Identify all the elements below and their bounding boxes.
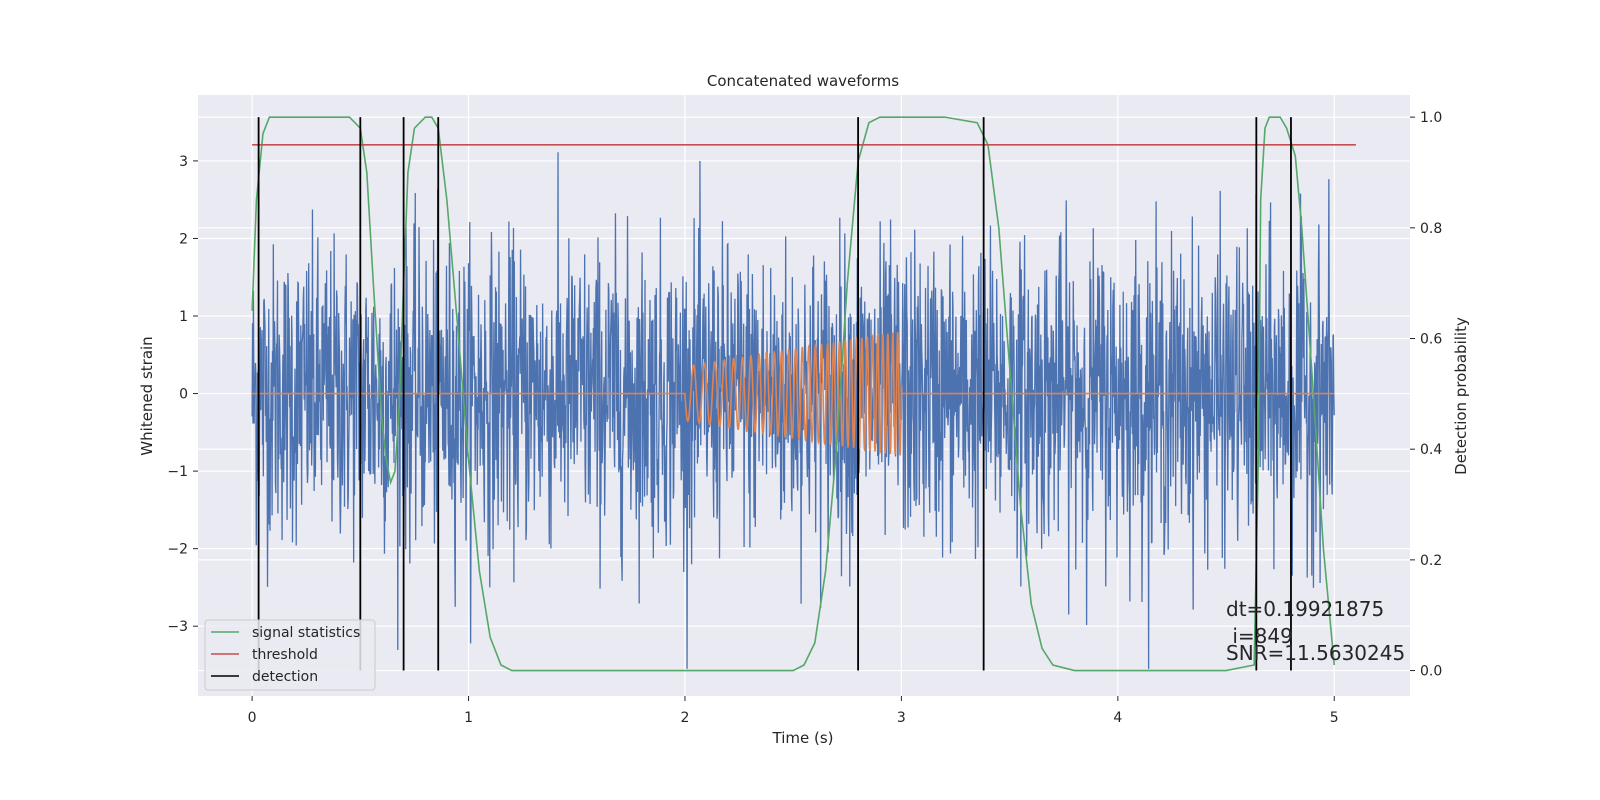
y2-tick-label: 0.0 — [1420, 664, 1442, 680]
y-axis-title: Whitened strain — [138, 336, 156, 455]
y2-axis-title: Detection probability — [1452, 317, 1470, 475]
y-tick-label: 0 — [179, 387, 188, 403]
x-tick-label: 3 — [897, 710, 906, 726]
annotation-i: i=849 — [1226, 624, 1293, 648]
x-tick-label: 2 — [681, 710, 690, 726]
annotations: dt=0.19921875 i=849 SNR=11.5630245 — [1226, 597, 1405, 665]
y2-ticks: 0.0 0.2 0.4 0.6 0.8 1.0 — [1410, 110, 1442, 680]
y-tick-label: 2 — [179, 231, 188, 247]
x-tick-label: 4 — [1113, 710, 1122, 726]
y-tick-label: −1 — [167, 464, 188, 480]
y-tick-label: −3 — [167, 619, 188, 635]
legend-box — [204, 619, 376, 691]
y2-tick-label: 0.8 — [1420, 221, 1442, 237]
y2-tick-label: 1.0 — [1420, 110, 1442, 126]
y2-tick-label: 0.6 — [1420, 331, 1442, 347]
y2-tick-label: 0.4 — [1420, 442, 1442, 458]
injection-line — [252, 331, 1335, 456]
y-tick-label: 1 — [179, 309, 188, 325]
x-tick-label: 1 — [464, 710, 473, 726]
x-ticks: 0 1 2 3 4 5 — [248, 696, 1339, 726]
x-tick-label: 0 — [248, 710, 257, 726]
legend-label-threshold: threshold — [252, 647, 318, 663]
y2-tick-label: 0.2 — [1420, 553, 1442, 569]
y-tick-label: 3 — [179, 154, 188, 170]
legend: signal statistics threshold detection — [204, 619, 376, 691]
annotation-dt: dt=0.19921875 — [1226, 597, 1384, 621]
legend-label-detection: detection — [252, 669, 318, 685]
x-axis-title: Time (s) — [772, 729, 834, 747]
y-ticks: −3 −2 −1 0 1 2 3 — [167, 154, 198, 635]
chart-title: Concatenated waveforms — [707, 72, 899, 90]
x-tick-label: 5 — [1330, 710, 1339, 726]
legend-label-signal: signal statistics — [252, 625, 360, 641]
injection-series — [252, 331, 1335, 456]
detection-series — [257, 117, 1292, 671]
y-tick-label: −2 — [167, 542, 188, 558]
annotation-snr: SNR=11.5630245 — [1226, 641, 1405, 665]
